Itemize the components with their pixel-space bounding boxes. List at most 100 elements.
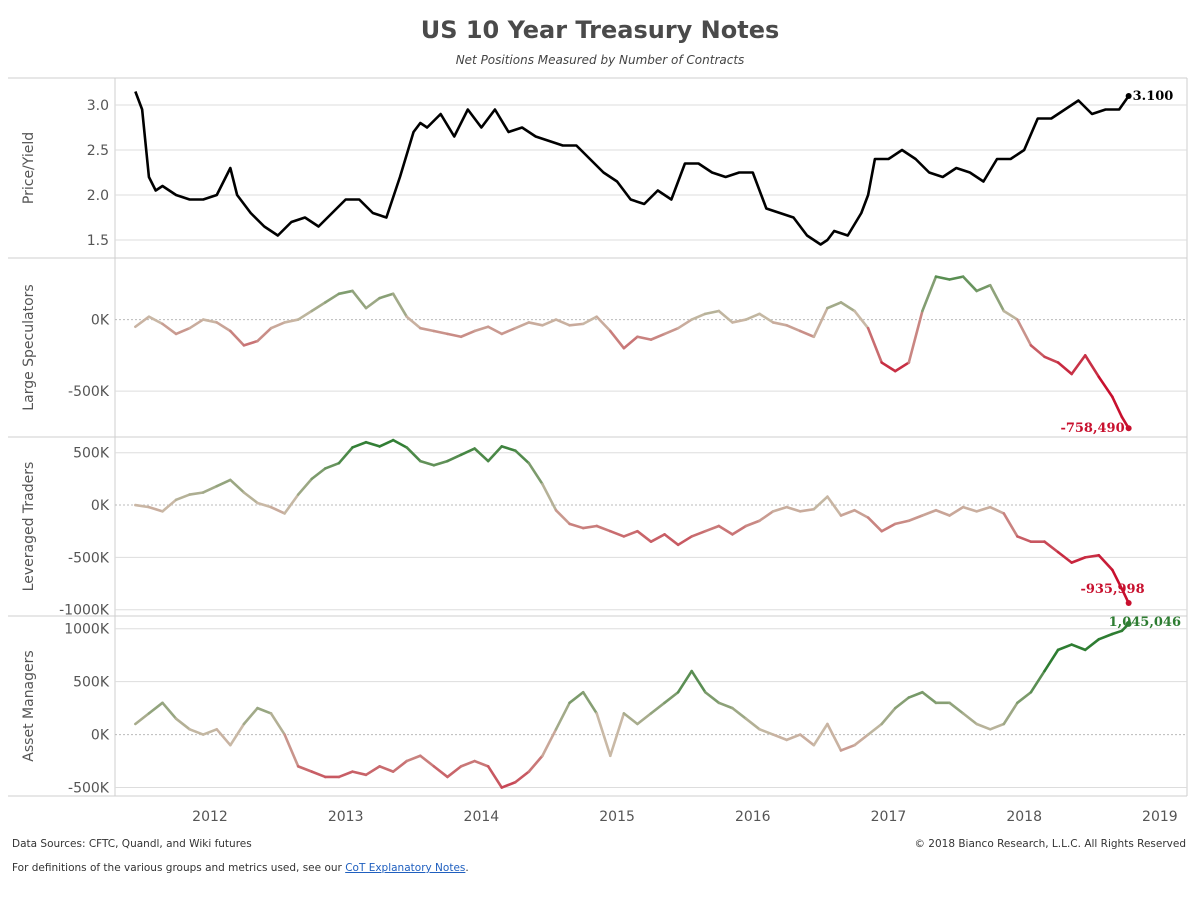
y-tick-label: 0K <box>91 728 110 744</box>
leveraged-traders-segment <box>364 440 381 448</box>
leveraged-traders-segment <box>1070 556 1087 564</box>
large-speculators-segment <box>880 361 897 373</box>
large-speculators-segment <box>419 326 436 333</box>
asset-managers-segment <box>690 669 707 694</box>
leveraged-traders-segment <box>419 459 436 467</box>
leveraged-traders-segment <box>296 477 314 496</box>
y-tick-label: -1000K <box>59 603 110 619</box>
asset-managers-segment <box>758 727 775 736</box>
asset-managers-segment <box>988 722 1006 731</box>
large-speculators-segment <box>486 325 504 336</box>
leveraged-traders-segment <box>676 535 694 547</box>
leveraged-traders-segment <box>961 505 978 513</box>
large-speculators-segment <box>215 321 232 333</box>
last-value-label: 1,045,046 <box>1109 615 1181 630</box>
asset-managers-segment <box>229 722 246 747</box>
large-speculators-segment <box>514 321 531 330</box>
large-speculators-segment <box>649 332 666 341</box>
asset-managers-segment <box>486 765 504 789</box>
asset-managers-segment <box>432 765 449 779</box>
asset-managers-segment <box>636 712 653 726</box>
y-tick-label: 3.0 <box>87 98 109 114</box>
asset-managers-segment <box>975 722 992 731</box>
asset-managers-segment <box>1097 632 1114 641</box>
leveraged-traders-segment <box>798 507 816 513</box>
large-speculators-segment <box>921 275 938 313</box>
asset-managers-segment <box>826 722 843 752</box>
leveraged-traders-segment <box>826 495 843 517</box>
x-tick-label: 2012 <box>192 809 228 825</box>
large-speculators-segment <box>256 326 273 343</box>
asset-managers-segment <box>514 770 531 784</box>
asset-managers-segment <box>1056 643 1073 652</box>
large-speculators-segment <box>541 318 558 327</box>
leveraged-traders-segment <box>1083 553 1101 559</box>
large-speculators-segment <box>446 332 463 339</box>
leveraged-traders-segment <box>988 505 1006 515</box>
leveraged-traders-segment <box>703 524 721 533</box>
y-tick-label: -500K <box>68 550 110 566</box>
leveraged-traders-segment <box>201 484 219 494</box>
leveraged-traders-segment <box>134 503 151 509</box>
y-tick-label: -500K <box>68 384 110 400</box>
leveraged-traders-segment <box>269 505 286 515</box>
asset-managers-segment <box>473 759 490 768</box>
leveraged-traders-segment <box>663 533 680 547</box>
large-speculators-segment <box>568 322 585 327</box>
leveraged-traders-segment <box>174 493 191 502</box>
asset-managers-segment <box>215 727 232 747</box>
asset-managers-segment <box>147 701 164 715</box>
asset-managers-segment <box>269 712 286 736</box>
leveraged-traders-segment <box>486 445 504 463</box>
leveraged-traders-segment <box>812 495 829 511</box>
asset-managers-segment <box>649 701 666 715</box>
leveraged-traders-segment <box>310 467 327 481</box>
asset-managers-segment <box>866 722 883 736</box>
large-speculators-segment <box>473 325 490 333</box>
asset-managers-segment <box>880 706 897 726</box>
y-tick-label: 500K <box>73 446 110 462</box>
x-tick-label: 2014 <box>464 809 500 825</box>
large-speculators-segment <box>826 301 843 310</box>
large-speculators-segment <box>731 318 748 324</box>
last-value-label: -758,490 <box>1060 421 1124 436</box>
leveraged-traders-segment <box>432 459 449 467</box>
asset-managers-segment <box>296 765 314 773</box>
large-speculators-segment <box>907 309 924 364</box>
asset-managers-segment <box>731 706 748 721</box>
cot-explanatory-notes-link[interactable]: CoT Explanatory Notes <box>345 862 466 874</box>
large-speculators-segment <box>1016 318 1033 347</box>
leveraged-traders-segment <box>229 478 246 494</box>
large-speculators-segment <box>934 275 951 281</box>
leveraged-traders-segment <box>948 505 965 517</box>
large-speculators-segment <box>839 301 856 313</box>
asset-managers-segment <box>785 733 802 742</box>
large-speculators-segment <box>391 292 409 319</box>
y-axis-label: Asset Managers <box>21 650 37 761</box>
large-speculators-segment <box>432 329 449 336</box>
asset-managers-segment <box>703 690 721 705</box>
asset-managers-segment <box>1043 648 1060 673</box>
leveraged-traders-segment <box>147 505 164 513</box>
definitions-note: For definitions of the various groups an… <box>12 862 469 874</box>
asset-managers-segment <box>812 722 829 747</box>
last-value-marker <box>1125 425 1132 432</box>
large-speculators-segment <box>296 309 314 321</box>
leveraged-traders-segment <box>608 529 626 538</box>
leveraged-traders-segment <box>636 529 653 543</box>
x-tick-label: 2019 <box>1142 809 1178 825</box>
large-speculators-segment <box>744 312 761 321</box>
large-speculators-segment <box>1002 309 1019 321</box>
large-speculators-segment <box>310 301 327 313</box>
definitions-suffix: . <box>465 862 469 874</box>
large-speculators-segment <box>717 309 734 324</box>
y-tick-label: 2.5 <box>87 143 109 159</box>
last-value-label: 3.100 <box>1133 89 1174 104</box>
last-value-marker <box>1125 93 1132 99</box>
definitions-prefix: For definitions of the various groups an… <box>12 862 346 874</box>
leveraged-traders-segment <box>785 505 802 513</box>
large-speculators-segment <box>1056 361 1073 376</box>
x-tick-label: 2015 <box>599 809 635 825</box>
y-tick-label: 0K <box>91 313 110 329</box>
